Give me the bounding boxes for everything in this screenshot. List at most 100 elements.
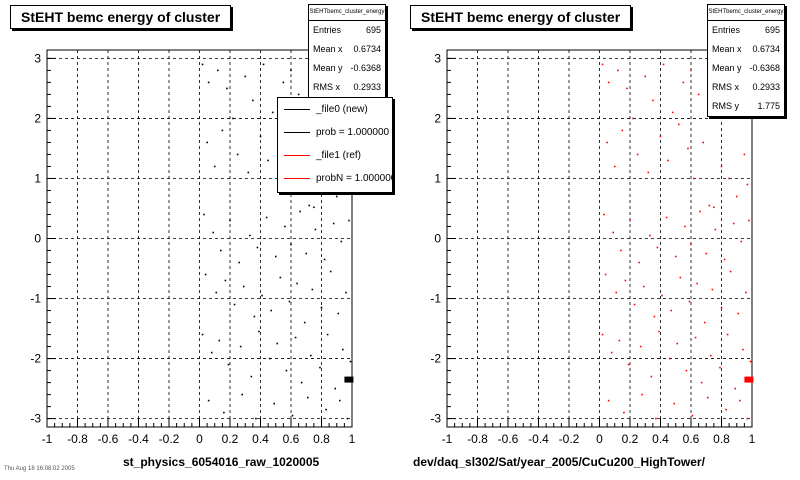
data-point [335, 195, 338, 198]
data-point [610, 351, 613, 354]
data-point [647, 171, 650, 174]
data-point [659, 135, 662, 138]
data-point [612, 231, 615, 234]
data-point [739, 399, 741, 402]
x-tick-label: -0.8 [467, 432, 488, 446]
data-point [710, 354, 712, 357]
stats-value: 1.775 [757, 101, 780, 111]
stats-row: RMS y 1.775 [708, 97, 784, 116]
data-point [267, 159, 269, 162]
x-tick-label: -0.6 [498, 432, 519, 446]
data-point [740, 240, 743, 243]
data-point [232, 117, 234, 120]
data-point [735, 195, 738, 198]
legend-label: _file1 (ref) [316, 150, 362, 161]
data-point [224, 279, 227, 282]
data-point [670, 309, 672, 312]
data-point [273, 402, 276, 405]
stats-label: Mean y [313, 63, 343, 73]
data-point [693, 177, 695, 180]
data-point [305, 252, 308, 255]
legend-entry: _file1 (ref) [278, 144, 392, 167]
data-point [601, 63, 604, 66]
data-point [620, 249, 622, 252]
data-point [668, 357, 671, 360]
data-point [291, 414, 294, 417]
data-point [242, 285, 245, 288]
data-point [346, 417, 349, 420]
data-point [652, 99, 654, 102]
data-point [284, 225, 286, 228]
data-point [297, 93, 300, 96]
data-point [644, 75, 647, 78]
data-point [250, 375, 253, 378]
x-tick-label: 0.8 [713, 432, 730, 446]
data-point [300, 381, 303, 384]
data-point [711, 288, 714, 291]
data-point [728, 177, 730, 180]
data-point [690, 243, 692, 246]
left-canvas: StEHT bemc energy of cluster -1 -0.8 -0.6-… [4, 4, 393, 472]
data-point [700, 381, 703, 384]
data-point [671, 111, 674, 114]
data-point [725, 408, 727, 411]
data-point [320, 306, 323, 309]
data-point [299, 210, 301, 213]
data-point [348, 219, 350, 222]
data-point [632, 117, 634, 120]
data-point [215, 291, 218, 294]
data-point [655, 417, 657, 420]
y-tick-label: -3 [30, 412, 41, 426]
x-tick-label: -0.8 [67, 432, 88, 446]
data-point [294, 336, 297, 339]
data-point [682, 81, 685, 84]
data-point [743, 153, 746, 156]
data-point [241, 393, 243, 396]
legend-entry: probN = 1.000000 [278, 167, 392, 190]
x-tick-label: -1 [442, 432, 453, 446]
data-point [334, 387, 337, 390]
data-point [276, 342, 279, 345]
data-point [239, 345, 242, 348]
legend-entry: prob = 1.000000 [278, 121, 392, 144]
data-point [311, 288, 314, 291]
legend-label: prob = 1.000000 [316, 127, 390, 138]
stats-label: RMS y [712, 101, 739, 111]
data-point [342, 348, 344, 351]
data-point [210, 351, 213, 354]
data-point [288, 300, 291, 303]
y-tick-label: -2 [430, 352, 441, 366]
data-point [340, 240, 343, 243]
data-point [319, 366, 321, 369]
data-point [702, 141, 704, 144]
x-tick-label: 0 [196, 432, 203, 446]
data-point [244, 75, 247, 78]
data-point [252, 99, 254, 102]
stats-box: StEHTbemc_cluster_energy Entries 695 Mean… [707, 4, 785, 117]
data-point [206, 141, 208, 144]
y-tick-label: -1 [30, 292, 41, 306]
data-point [674, 255, 677, 258]
stats-label: RMS x [712, 82, 739, 92]
timestamp-footer: Thu Aug 18 16:08:02 2005 [4, 466, 75, 472]
data-point [265, 216, 268, 219]
data-high-bin [344, 376, 354, 383]
data-point [684, 225, 686, 228]
x-tick-label: 0 [596, 432, 603, 446]
data-point [613, 165, 616, 168]
x-axis-title: st_physics_6054016_raw_1020005 [123, 455, 320, 469]
x-tick-label: -0.4 [128, 432, 149, 446]
y-tick-label: 0 [34, 232, 41, 246]
x-tick-label: -0.2 [559, 432, 580, 446]
data-point [658, 330, 660, 333]
stats-row: Mean x 0.6734 [309, 40, 385, 59]
chart-title: StEHT bemc energy of cluster [410, 5, 632, 29]
stats-header: StEHTbemc_cluster_energy [309, 5, 385, 21]
data-point [223, 411, 225, 414]
data-point [212, 231, 215, 234]
data-point [314, 228, 317, 231]
stats-label: RMS x [313, 82, 340, 92]
data-point [636, 153, 639, 156]
data-point [685, 369, 688, 372]
data-point [255, 417, 257, 420]
